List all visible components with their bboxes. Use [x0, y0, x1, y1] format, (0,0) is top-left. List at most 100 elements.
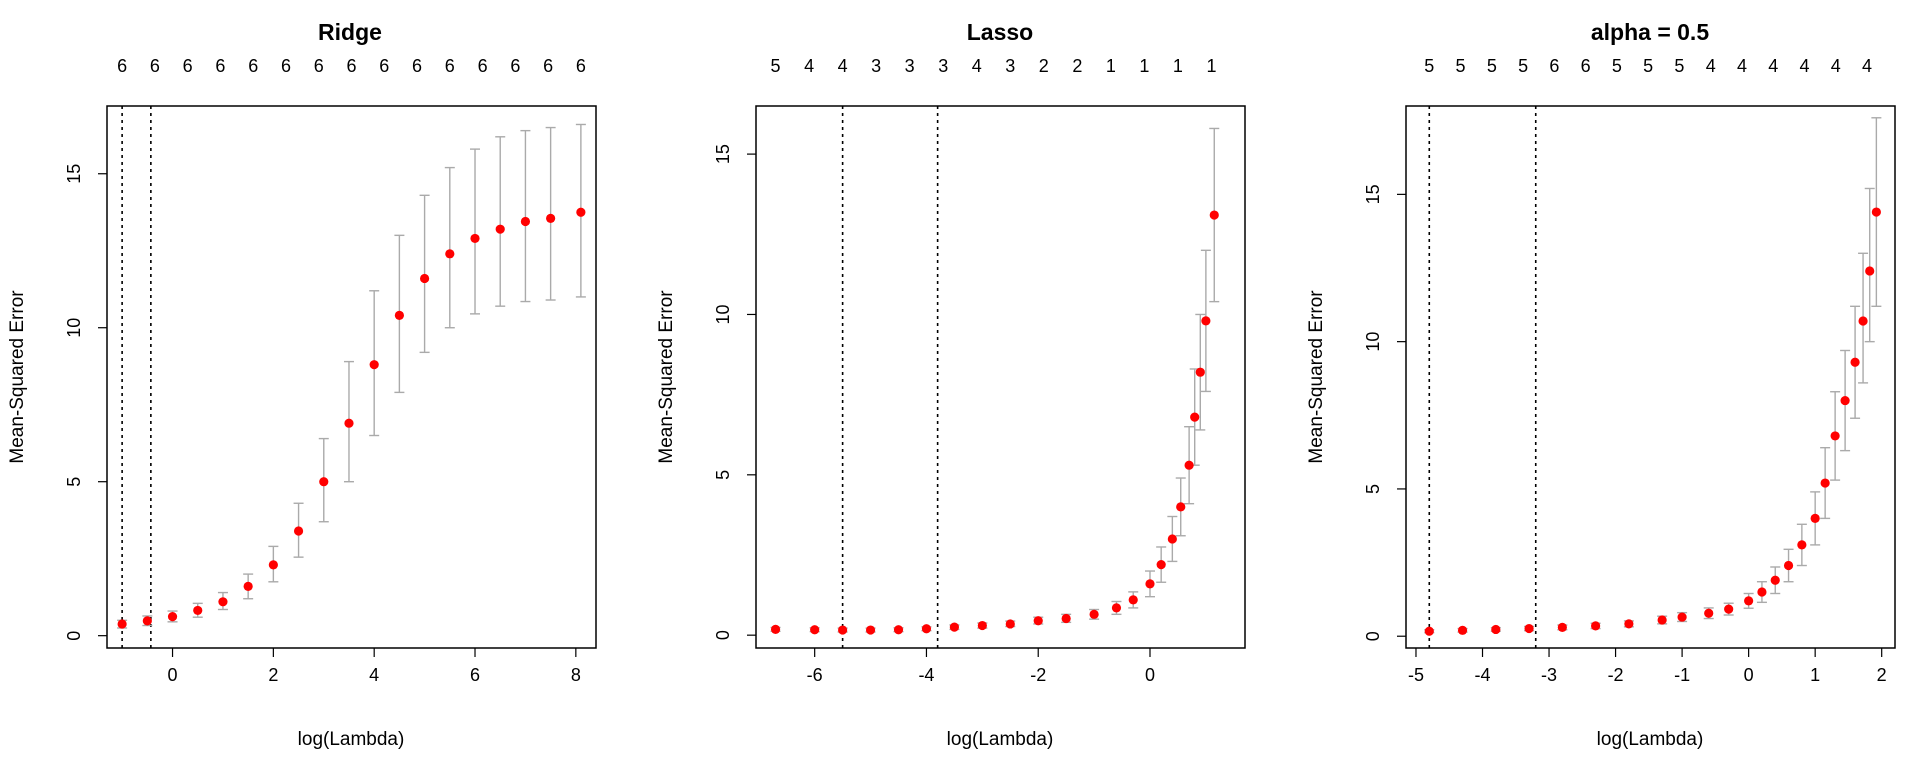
plot-box — [106, 105, 597, 649]
mse-point — [1557, 622, 1567, 632]
mse-point — [1457, 625, 1468, 635]
top-count-label: 6 — [150, 56, 160, 76]
mse-point — [865, 625, 876, 635]
mse-point — [1156, 560, 1166, 570]
top-count-label: 6 — [248, 56, 258, 76]
mse-point — [344, 418, 354, 428]
top-count-label: 5 — [771, 56, 781, 76]
top-count-label: 4 — [1800, 56, 1810, 76]
mse-point — [1757, 587, 1767, 597]
mse-point — [495, 224, 505, 234]
mse-point — [1744, 596, 1754, 606]
y-tick-label: 0 — [713, 630, 733, 640]
y-axis-label: Mean-Squared Error — [7, 290, 28, 464]
mse-point — [1145, 579, 1155, 589]
y-tick-label: 5 — [713, 470, 733, 480]
mse-point — [921, 624, 932, 634]
x-axis-label: log(Lambda) — [947, 729, 1054, 750]
top-count-label: 6 — [346, 56, 356, 76]
top-count-label: 6 — [478, 56, 488, 76]
top-count-label: 4 — [972, 56, 982, 76]
top-count-label: 5 — [1643, 56, 1653, 76]
mse-point — [977, 620, 987, 631]
mse-point — [1724, 604, 1734, 614]
mse-point — [1209, 210, 1219, 220]
top-count-label: 4 — [838, 56, 848, 76]
mse-point — [193, 605, 203, 616]
y-tick-label: 10 — [64, 318, 84, 338]
mse-point — [1820, 478, 1830, 488]
x-tick-label: -1 — [1674, 665, 1690, 685]
mse-point — [1591, 621, 1601, 631]
top-count-label: 6 — [314, 56, 324, 76]
top-count-label: 5 — [1456, 56, 1466, 76]
y-axis-label: Mean-Squared Error — [1306, 290, 1327, 464]
top-count-label: 6 — [412, 56, 422, 76]
panel-title: Ridge — [318, 19, 382, 45]
top-count-label: 5 — [1487, 56, 1497, 76]
top-count-label: 4 — [1768, 56, 1778, 76]
top-count-label: 6 — [510, 56, 520, 76]
panel-title: alpha = 0.5 — [1591, 19, 1709, 45]
top-count-label: 3 — [938, 56, 948, 76]
mse-point — [1830, 431, 1840, 441]
x-tick-label: -3 — [1541, 665, 1557, 685]
top-count-label: 1 — [1139, 56, 1149, 76]
mse-point — [1128, 595, 1138, 605]
mse-point — [1797, 540, 1807, 550]
plot-data: -5 -4 -3 -2 -1 0 1 2 0 5 10 15 5 5 5 5 6 6 5 5 5 4 4 4 4 4 4 — [1363, 56, 1887, 685]
x-tick-label: -2 — [1608, 665, 1624, 685]
y-tick-label: 10 — [713, 304, 733, 324]
mse-point — [1850, 357, 1860, 367]
top-count-label: 6 — [183, 56, 193, 76]
mse-point — [218, 597, 228, 607]
x-tick-label: -2 — [1030, 665, 1046, 685]
top-count-label: 1 — [1173, 56, 1183, 76]
mse-point — [1871, 207, 1881, 217]
x-tick-label: -4 — [918, 665, 934, 685]
x-axis-label: log(Lambda) — [1597, 729, 1704, 750]
top-count-label: 4 — [1737, 56, 1747, 76]
top-count-label: 5 — [1518, 56, 1528, 76]
plot-data: -6 -4 -2 0 0 5 10 15 5 4 4 3 3 3 4 3 2 2 1 1 1 1 — [713, 56, 1220, 685]
mse-point — [1195, 367, 1205, 377]
top-count-label: 3 — [871, 56, 881, 76]
mse-point — [893, 625, 904, 635]
mse-point — [576, 207, 586, 217]
mse-point — [1491, 624, 1501, 635]
mse-point — [1783, 560, 1794, 571]
mse-point — [1111, 603, 1122, 613]
top-count-label: 4 — [1831, 56, 1841, 76]
mse-point — [1858, 316, 1868, 326]
mse-point — [1657, 615, 1667, 625]
x-tick-label: 8 — [571, 665, 581, 685]
top-count-label: 6 — [576, 56, 586, 76]
top-count-label: 6 — [543, 56, 553, 76]
y-tick-label: 15 — [1363, 184, 1383, 204]
x-tick-label: 1 — [1810, 665, 1820, 685]
mse-point — [1005, 619, 1015, 629]
top-count-label: 6 — [117, 56, 127, 76]
top-count-label: 3 — [905, 56, 915, 76]
x-tick-label: 0 — [168, 665, 178, 685]
y-tick-label: 5 — [64, 477, 84, 487]
mse-point — [268, 560, 278, 570]
panel-title: Lasso — [967, 19, 1033, 45]
mse-point — [1677, 612, 1687, 622]
top-count-label: 4 — [1862, 56, 1872, 76]
mse-point — [1033, 616, 1043, 626]
mse-point — [1840, 395, 1850, 406]
mse-point — [949, 622, 959, 632]
x-axis-label: log(Lambda) — [298, 729, 405, 750]
mse-point — [770, 624, 781, 634]
mse-point — [319, 477, 329, 487]
mse-point — [810, 625, 820, 635]
y-tick-label: 15 — [64, 164, 84, 184]
mse-point — [1184, 460, 1194, 470]
mse-point — [419, 273, 430, 284]
x-tick-label: 2 — [1877, 665, 1887, 685]
top-count-label: 4 — [804, 56, 814, 76]
panel-lasso: Lasso log(Lambda) Mean-Squared Error -6-… — [656, 19, 1246, 750]
mse-point — [117, 619, 127, 629]
mse-point — [1770, 575, 1780, 585]
